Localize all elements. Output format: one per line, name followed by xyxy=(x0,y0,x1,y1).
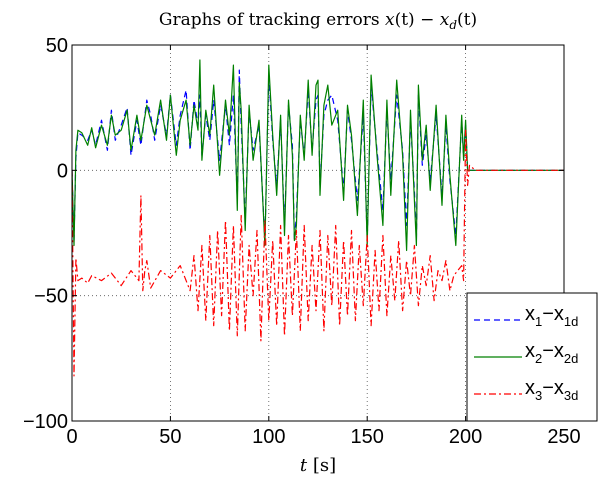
x-axis-label: t [s] xyxy=(300,455,336,476)
series-line-2 xyxy=(72,59,564,252)
x-tick-label-2: 100 xyxy=(252,426,285,448)
x-tick-label-4: 200 xyxy=(449,426,482,448)
ticks: 0 50 100 150 200 250 −100 −50 0 50 xyxy=(23,35,581,448)
x-tick-label-0: 0 xyxy=(66,426,77,448)
series-line-3 xyxy=(72,129,564,377)
x-tick-label-3: 150 xyxy=(351,426,384,448)
x-tick-label-5: 250 xyxy=(547,426,580,448)
legend-label-2: x2−x2d xyxy=(525,340,578,366)
plot-frame xyxy=(71,44,565,422)
y-tick-label-2: 0 xyxy=(57,160,68,182)
legend-label-3: x3−x3d xyxy=(525,377,578,403)
legend-label-1: x1−x1d xyxy=(525,303,578,329)
legend: x1−x1d x2−x2d x3−x3d xyxy=(466,292,598,422)
y-tick-label-3: 50 xyxy=(46,35,68,57)
series-group xyxy=(72,59,564,377)
chart-title: Graphs of tracking errors x(t) − xd(t) xyxy=(159,10,477,32)
x-tick-label-1: 50 xyxy=(159,426,181,448)
y-tick-label-0: −100 xyxy=(23,411,68,433)
y-tick-label-1: −50 xyxy=(34,286,68,308)
